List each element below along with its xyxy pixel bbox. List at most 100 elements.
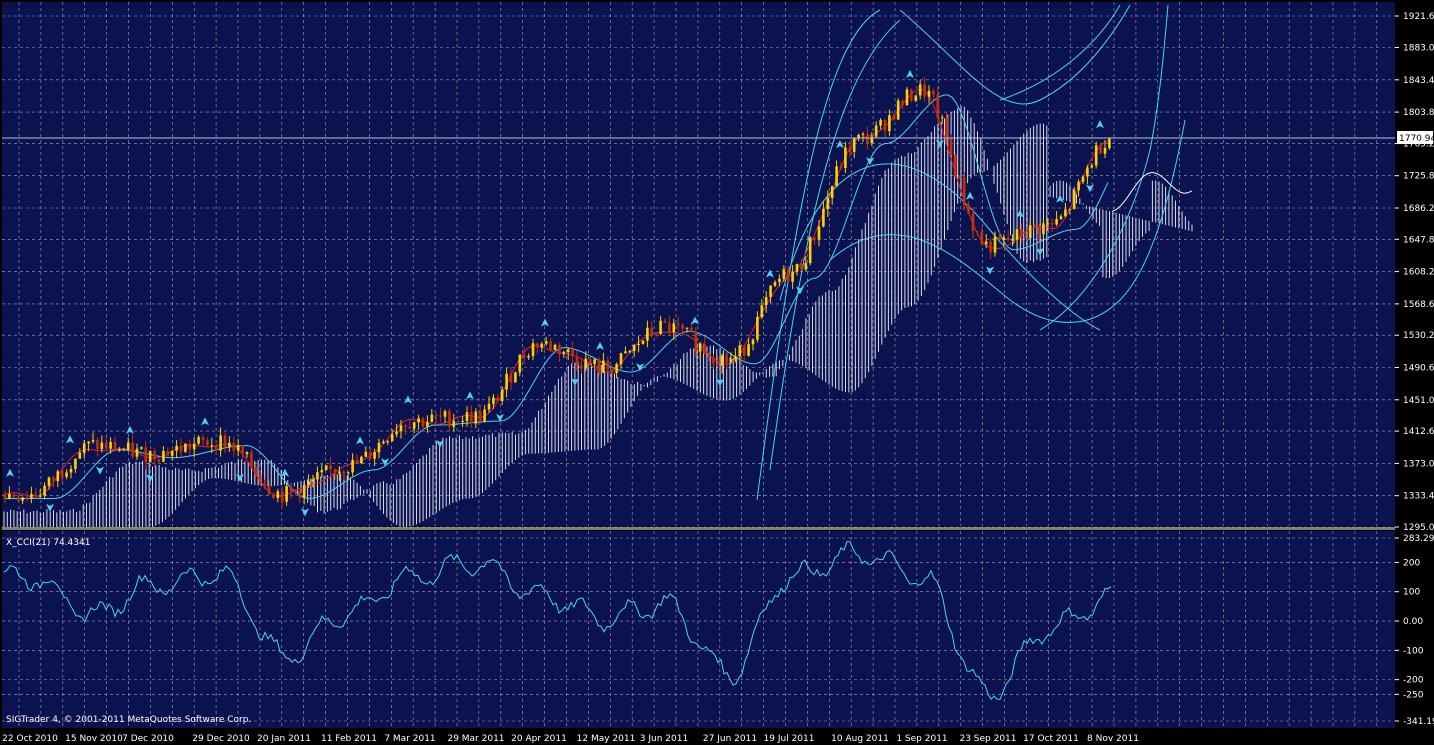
candle-body <box>140 447 143 449</box>
candle-body <box>1099 145 1102 154</box>
candle-body <box>285 486 288 502</box>
cci-tick-label: 200 <box>1403 558 1420 568</box>
candle-body <box>993 236 997 253</box>
price-tick-label: 1765.20 <box>1403 140 1434 150</box>
candle-body <box>1015 229 1019 240</box>
candle-body <box>408 426 412 429</box>
fractal-arrows <box>6 69 1104 517</box>
candle-body <box>1086 167 1089 177</box>
candle-body <box>1042 223 1045 235</box>
candle-body <box>918 84 922 96</box>
candle-body <box>351 459 354 473</box>
candle-body <box>1050 222 1054 225</box>
candle-body <box>962 178 966 206</box>
candle-body <box>452 420 456 427</box>
candle-body <box>223 435 227 448</box>
candle-body <box>976 231 979 233</box>
candle-body <box>1103 148 1107 154</box>
candle-body <box>390 434 394 442</box>
price-tick-label: 1843.40 <box>1403 76 1434 86</box>
candle-body <box>96 440 99 450</box>
candle-body <box>280 491 284 502</box>
fractal-arrow <box>96 466 104 475</box>
candle-body <box>448 411 451 427</box>
candle-body <box>808 237 812 264</box>
candle-body <box>786 269 790 282</box>
candle-body <box>1037 226 1041 235</box>
candle-body <box>905 89 909 105</box>
price-tick-label: 1490.60 <box>1403 363 1434 373</box>
candle-body <box>637 343 640 346</box>
candle-body <box>615 364 618 373</box>
channel-arc <box>756 9 881 501</box>
candle-body <box>1108 138 1111 149</box>
candle-body <box>522 354 526 358</box>
candle-body <box>34 494 38 496</box>
time-axis[interactable]: 22 Oct 2010 15 Nov 2010 7 Dec 2010 29 Dec 2… <box>2 734 1139 744</box>
candle-body <box>1064 209 1067 217</box>
candle-body <box>1094 145 1098 166</box>
price-tick-label: 1568.60 <box>1403 300 1434 310</box>
candle-body <box>861 134 865 136</box>
candle-body <box>355 459 359 464</box>
candle-body <box>346 472 350 474</box>
candle-body <box>206 440 209 446</box>
candle-body <box>342 471 346 474</box>
candle-body <box>272 493 275 499</box>
candle-body <box>324 465 328 470</box>
candle-body <box>461 420 464 422</box>
candle-body <box>184 443 187 452</box>
candle-body <box>738 345 742 357</box>
price-tick-label: 1608.20 <box>1403 268 1434 278</box>
candle-body <box>329 465 332 469</box>
candle-body <box>980 231 984 245</box>
candle-body <box>470 412 473 424</box>
fractal-arrow <box>1056 194 1064 203</box>
candle-body <box>725 355 728 362</box>
date-label: 19 Jul 2011 <box>764 734 815 744</box>
candle-body <box>430 414 434 422</box>
candle-body <box>927 90 931 97</box>
candle-body <box>201 437 205 441</box>
candle-body <box>434 414 438 416</box>
cci-tick-label: 283.297 <box>1403 534 1434 544</box>
fractal-arrow <box>1086 184 1094 193</box>
candle-body <box>888 115 891 132</box>
candle-body <box>558 344 561 355</box>
candle-body <box>971 213 975 232</box>
candle-body <box>232 442 236 451</box>
candle-body <box>254 467 258 475</box>
candle-body <box>896 100 900 120</box>
candle-body <box>817 226 821 240</box>
candle-body <box>456 420 460 422</box>
candle-body <box>778 278 781 283</box>
candle-body <box>157 459 161 462</box>
cci-path <box>3 541 1112 701</box>
candle-body <box>122 449 126 451</box>
price-tick-label: 1295.00 <box>1403 523 1434 533</box>
candle-body <box>509 373 513 383</box>
candle-body <box>399 425 403 432</box>
candle-body <box>192 443 196 450</box>
candle-body <box>74 458 77 469</box>
candle-body <box>241 445 244 455</box>
candle-body <box>236 445 240 451</box>
candle-body <box>78 452 82 459</box>
candle-body <box>597 359 601 373</box>
cci-axis[interactable]: 283.297 200 100 0.00 -100 -200 -250 -341.191 <box>1395 534 1434 727</box>
candle-body <box>443 411 447 417</box>
candle-body <box>940 117 944 119</box>
price-axis[interactable]: 1921.64 1883.00 1843.40 1803.80 1765.20 1725.… <box>1395 12 1434 533</box>
candle-body <box>949 138 953 155</box>
candle-body <box>945 117 948 139</box>
candle-body <box>170 450 174 456</box>
candle-body <box>153 450 156 460</box>
fractal-arrow <box>836 140 844 149</box>
candle-body <box>760 305 764 318</box>
candle-body <box>716 363 720 366</box>
candle-body <box>395 431 398 435</box>
price-tick-label: 1803.80 <box>1403 108 1434 118</box>
candle-body <box>298 491 302 498</box>
candle-body <box>478 411 482 422</box>
candle-body <box>690 327 693 332</box>
